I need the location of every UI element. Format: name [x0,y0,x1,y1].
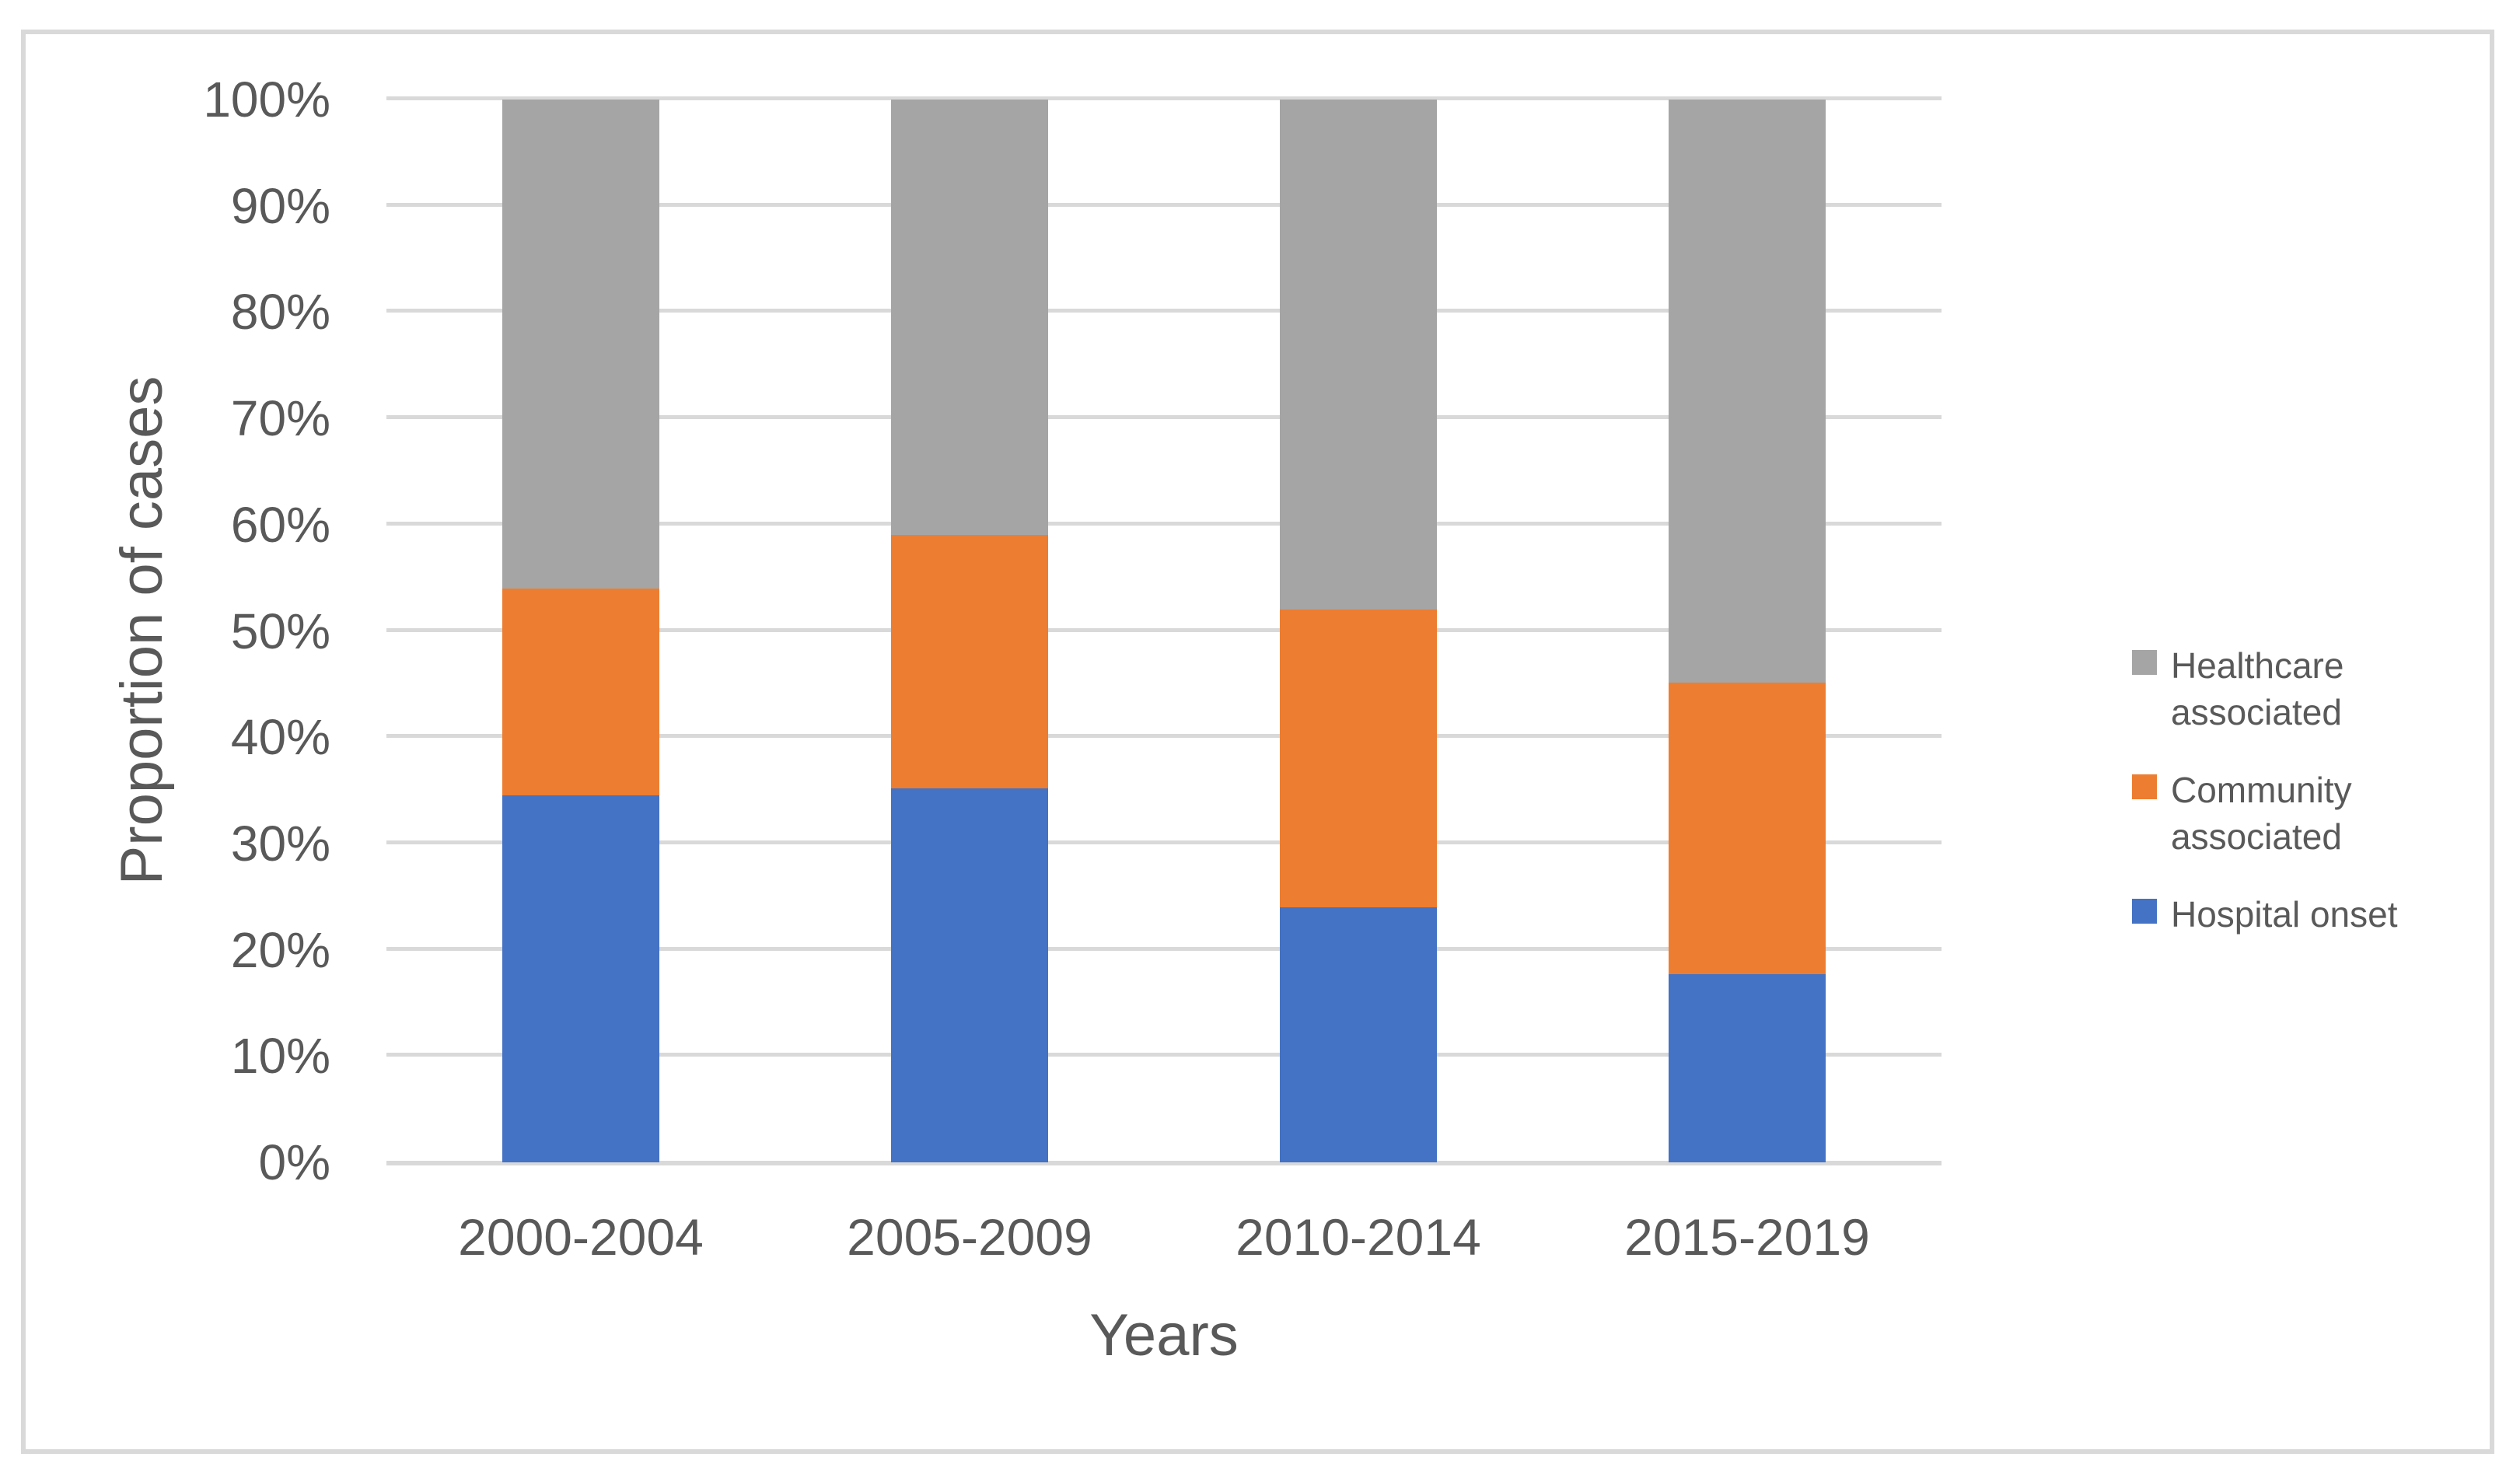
bar-segment-community-associated [1280,610,1437,907]
gridline [386,734,1942,739]
gridline [386,96,1942,100]
y-axis-tick-label: 30% [230,815,330,872]
y-axis-tick-label: 70% [230,390,330,447]
y-axis-tick-label: 80% [230,284,330,341]
legend-swatch-icon [2132,650,2157,675]
y-axis-tick-label: 10% [230,1028,330,1085]
gridline [386,1053,1942,1057]
gridline [386,946,1942,951]
legend-swatch-icon [2132,899,2157,924]
bar-segment-healthcare-associated [891,100,1048,536]
bar-segment-healthcare-associated [1280,100,1437,610]
bar-segment-community-associated [891,535,1048,788]
y-axis-tick-label: 90% [230,177,330,234]
bar-segment-hospital-onset [1669,974,1826,1162]
legend: Healthcare associated Community associate… [2132,642,2451,938]
bar-segment-hospital-onset [1280,907,1437,1162]
figure-border [21,30,2494,1454]
y-axis-tick-label: 40% [230,709,330,766]
gridline [386,521,1942,526]
x-axis-title: Years [1089,1302,1239,1368]
y-axis-tick-label: 20% [230,921,330,978]
y-axis-tick-label: 0% [258,1134,331,1190]
y-axis-tick-label: 100% [203,72,330,128]
y-axis-tick-label: 60% [230,496,330,553]
gridline [386,415,1942,420]
bar-segment-hospital-onset [502,795,659,1162]
legend-item: Community associated [2132,767,2451,860]
gridline [386,627,1942,632]
gridline [386,1161,1942,1165]
legend-label: Hospital onset [2171,894,2398,935]
gridline [386,202,1942,207]
bar-segment-community-associated [502,588,659,796]
x-axis-category-label: 2010-2014 [1236,1208,1481,1266]
bar-segment-community-associated [1669,683,1826,975]
bar-segment-hospital-onset [891,788,1048,1162]
y-axis-tick-label: 50% [230,603,330,659]
bar-segment-healthcare-associated [502,100,659,589]
gridline [386,309,1942,313]
gridline [386,840,1942,844]
x-axis-category-label: 2000-2004 [458,1208,704,1266]
x-axis-category-label: 2015-2019 [1624,1208,1870,1266]
legend-label: Community associated [2171,770,2352,857]
x-axis-category-label: 2005-2009 [847,1208,1092,1266]
legend-item: Hospital onset [2132,891,2451,938]
legend-label: Healthcare associated [2171,645,2344,732]
bar-segment-healthcare-associated [1669,100,1826,683]
legend-swatch-icon [2132,774,2157,799]
legend-item: Healthcare associated [2132,642,2451,736]
